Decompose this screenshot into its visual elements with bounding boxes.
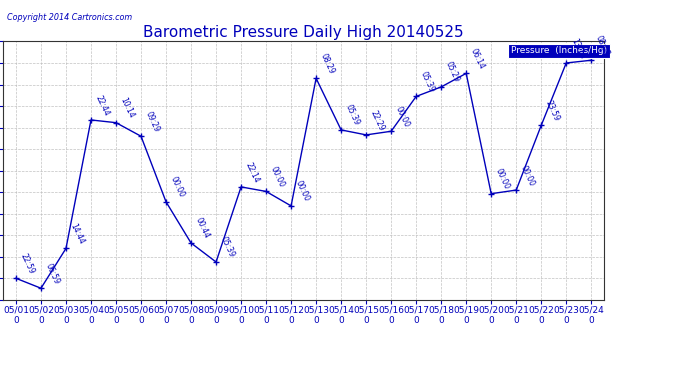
Text: 23:59: 23:59 <box>544 99 562 123</box>
Title: Barometric Pressure Daily High 20140525: Barometric Pressure Daily High 20140525 <box>144 25 464 40</box>
Text: 22:14: 22:14 <box>244 161 261 184</box>
Text: 05:39: 05:39 <box>219 236 236 259</box>
Text: 13:14: 13:14 <box>569 37 586 60</box>
Text: 09:29: 09:29 <box>144 110 161 134</box>
Text: Pressure  (Inches/Hg): Pressure (Inches/Hg) <box>511 46 607 56</box>
Text: 00:00: 00:00 <box>169 176 186 199</box>
Text: 10:14: 10:14 <box>119 96 136 120</box>
Text: 06:14: 06:14 <box>469 47 486 70</box>
Text: 14:44: 14:44 <box>69 222 86 246</box>
Text: 22:59: 22:59 <box>19 252 36 276</box>
Text: Copyright 2014 Cartronics.com: Copyright 2014 Cartronics.com <box>7 13 132 22</box>
Text: 08:29: 08:29 <box>319 52 336 76</box>
Text: 00:44: 00:44 <box>194 216 211 240</box>
Text: 22:44: 22:44 <box>94 94 111 117</box>
Text: 05:29: 05:29 <box>444 60 462 84</box>
Text: 00:00: 00:00 <box>294 179 311 203</box>
Text: 22:29: 22:29 <box>369 109 386 132</box>
Text: 00:00: 00:00 <box>394 105 411 129</box>
Text: 05:39: 05:39 <box>419 70 436 94</box>
Text: 08:08: 08:08 <box>594 34 611 57</box>
Text: 00:00: 00:00 <box>269 165 286 189</box>
Text: 06:59: 06:59 <box>43 262 61 285</box>
Text: 00:00: 00:00 <box>519 164 536 187</box>
Text: 00:00: 00:00 <box>494 167 511 191</box>
Text: 05:39: 05:39 <box>344 104 362 127</box>
